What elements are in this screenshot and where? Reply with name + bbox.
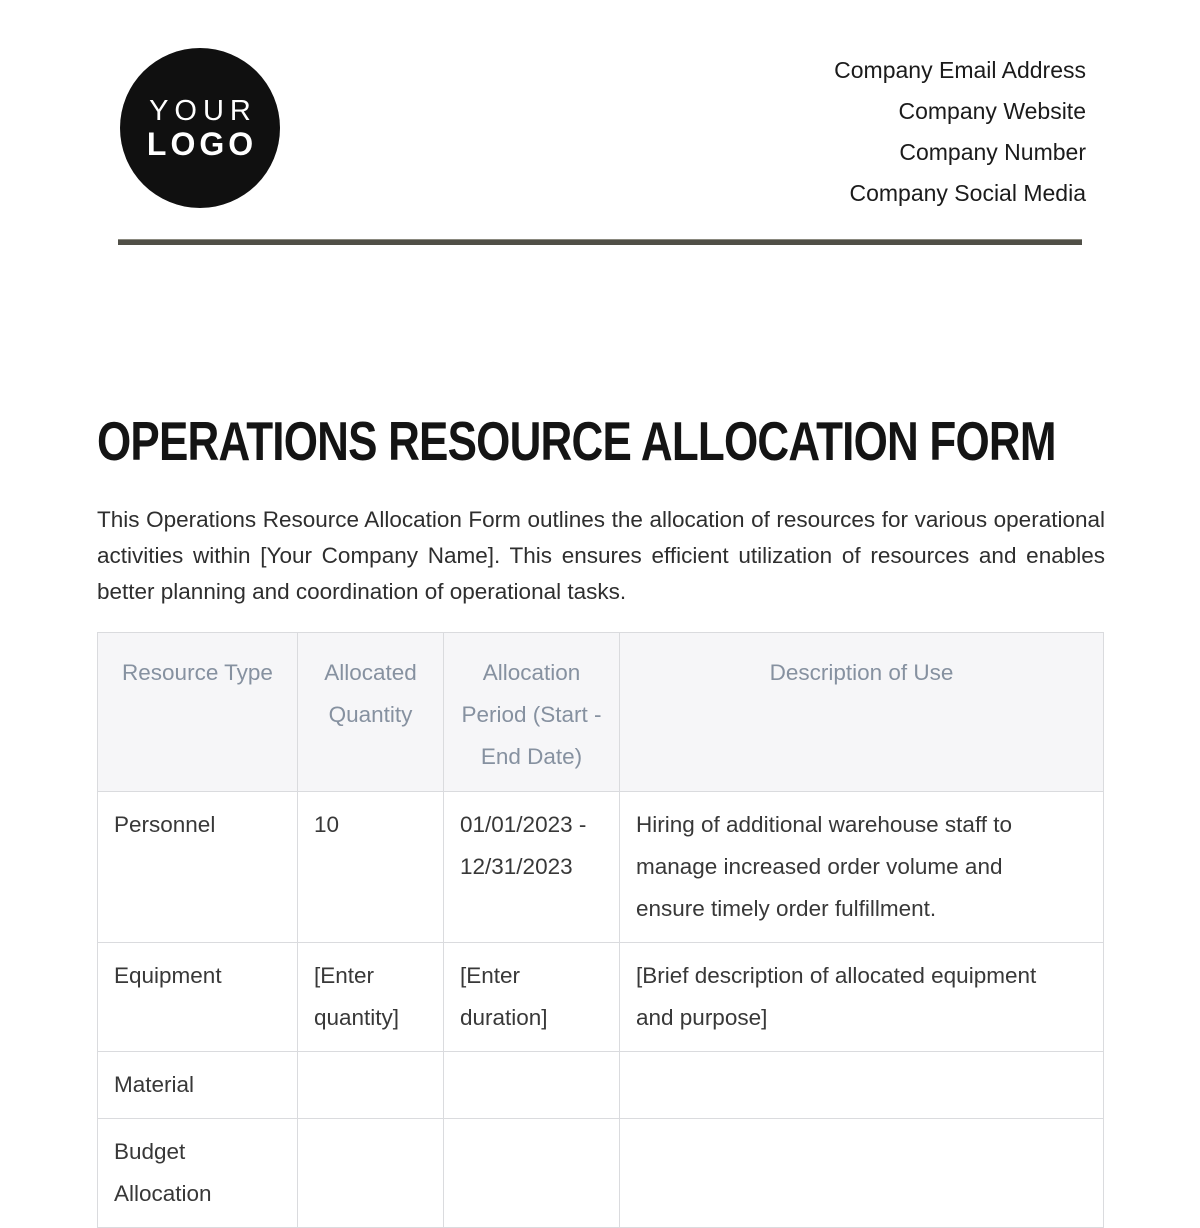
cell-allocated-quantity[interactable]: 10 bbox=[297, 791, 444, 943]
cell-resource-type[interactable]: Material bbox=[97, 1051, 298, 1119]
cell-resource-type[interactable]: Equipment bbox=[97, 942, 298, 1052]
contact-line-number: Company Number bbox=[899, 139, 1086, 165]
form-body: OPERATIONS RESOURCE ALLOCATION FORM This… bbox=[97, 410, 1105, 1228]
cell-allocated-quantity[interactable]: [Enter quantity] bbox=[297, 942, 444, 1052]
intro-paragraph: This Operations Resource Allocation Form… bbox=[97, 507, 1105, 604]
page-title-text: OPERATIONS RESOURCE ALLOCATION FORM bbox=[97, 410, 1057, 472]
table-row-material: Material bbox=[97, 1051, 1104, 1119]
cell-resource-type[interactable]: Budget Allocation bbox=[97, 1118, 298, 1228]
resource-allocation-table: Resource Type Allocated Quantity Allocat… bbox=[97, 632, 1104, 1228]
table-header-row: Resource Type Allocated Quantity Allocat… bbox=[97, 632, 1104, 792]
company-logo: YOUR LOGO bbox=[120, 48, 280, 208]
table-row-equipment: Equipment [Enter quantity] [Enter durati… bbox=[97, 942, 1104, 1052]
cell-allocation-period[interactable] bbox=[443, 1051, 620, 1119]
logo-text-logo: LOGO bbox=[146, 125, 258, 162]
cell-description-of-use[interactable] bbox=[619, 1051, 1104, 1119]
col-header-description-of-use: Description of Use bbox=[619, 632, 1104, 792]
cell-allocated-quantity[interactable] bbox=[297, 1051, 444, 1119]
contact-line-email: Company Email Address bbox=[834, 57, 1086, 83]
cell-resource-type[interactable]: Personnel bbox=[97, 791, 298, 943]
cell-allocation-period[interactable]: 01/01/2023 - 12/31/2023 bbox=[443, 791, 620, 943]
contact-line-social: Company Social Media bbox=[849, 180, 1086, 206]
company-contact-block: Company Email Address Company Website Co… bbox=[834, 50, 1086, 214]
table-row-budget-allocation: Budget Allocation bbox=[97, 1118, 1104, 1228]
cell-description-of-use[interactable]: [Brief description of allocated equipmen… bbox=[619, 942, 1104, 1052]
cell-allocated-quantity[interactable] bbox=[297, 1118, 444, 1228]
cell-allocation-period[interactable] bbox=[443, 1118, 620, 1228]
col-header-allocated-quantity: Allocated Quantity bbox=[297, 632, 444, 792]
logo-text-your: YOUR bbox=[149, 94, 257, 127]
cell-description-of-use[interactable] bbox=[619, 1118, 1104, 1228]
document-page: YOUR LOGO Company Email Address Company … bbox=[97, 48, 1105, 1228]
page-title: OPERATIONS RESOURCE ALLOCATION FORM bbox=[97, 410, 1105, 472]
table-row-personnel: Personnel 10 01/01/2023 - 12/31/2023 Hir… bbox=[97, 791, 1104, 943]
col-header-resource-type: Resource Type bbox=[97, 632, 298, 792]
col-header-allocation-period: Allocation Period (Start - End Date) bbox=[443, 632, 620, 792]
cell-allocation-period[interactable]: [Enter duration] bbox=[443, 942, 620, 1052]
contact-line-website: Company Website bbox=[898, 98, 1087, 124]
cell-description-of-use[interactable]: Hiring of additional warehouse staff to … bbox=[619, 791, 1104, 943]
letterhead-divider bbox=[118, 239, 1082, 245]
